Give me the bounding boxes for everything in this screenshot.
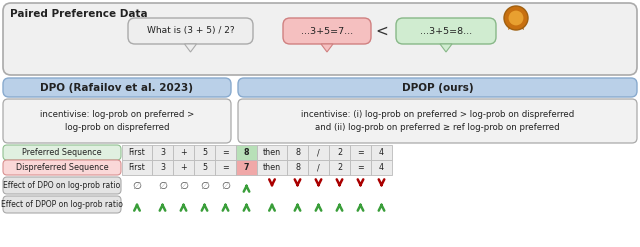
Text: Dispreferred Sequence: Dispreferred Sequence — [16, 163, 108, 172]
Bar — [173, 160, 194, 175]
Bar — [215, 145, 236, 160]
Text: First: First — [129, 163, 145, 172]
Text: Paired Preference Data: Paired Preference Data — [10, 9, 148, 19]
FancyBboxPatch shape — [3, 196, 121, 213]
Text: 8: 8 — [244, 148, 250, 157]
FancyBboxPatch shape — [238, 99, 637, 143]
FancyBboxPatch shape — [238, 78, 637, 97]
Bar — [173, 145, 194, 160]
Text: Effect of DPOP on log-prob ratio: Effect of DPOP on log-prob ratio — [1, 200, 123, 209]
Text: 8: 8 — [295, 163, 300, 172]
Text: What is (3 + 5) / 2?: What is (3 + 5) / 2? — [147, 26, 234, 36]
Text: =: = — [357, 163, 364, 172]
FancyBboxPatch shape — [3, 78, 231, 97]
Bar — [308, 160, 329, 175]
Text: +: + — [180, 163, 187, 172]
Bar — [122, 145, 152, 160]
FancyBboxPatch shape — [3, 145, 121, 160]
FancyBboxPatch shape — [3, 3, 637, 75]
FancyBboxPatch shape — [396, 18, 496, 44]
Text: ∅: ∅ — [132, 181, 141, 190]
Text: ∅: ∅ — [158, 181, 167, 190]
Polygon shape — [517, 18, 524, 30]
Bar — [194, 145, 215, 160]
Text: <: < — [376, 23, 388, 39]
Bar — [371, 145, 392, 160]
Bar — [287, 160, 308, 175]
Text: First: First — [129, 148, 145, 157]
Polygon shape — [321, 44, 333, 52]
Text: then: then — [263, 148, 281, 157]
Bar — [236, 145, 257, 160]
Bar — [350, 145, 371, 160]
Text: 5: 5 — [202, 163, 207, 172]
Text: /: / — [317, 163, 320, 172]
FancyBboxPatch shape — [3, 177, 121, 194]
Text: 3: 3 — [160, 148, 165, 157]
Circle shape — [504, 6, 528, 30]
Circle shape — [508, 10, 524, 26]
Bar — [257, 160, 287, 175]
Text: DPO (Rafailov et al. 2023): DPO (Rafailov et al. 2023) — [40, 82, 193, 92]
Text: 2: 2 — [337, 148, 342, 157]
Text: ∅: ∅ — [200, 181, 209, 190]
Text: Preferred Sequence: Preferred Sequence — [22, 148, 102, 157]
Bar — [122, 160, 152, 175]
FancyBboxPatch shape — [3, 160, 121, 175]
Bar — [257, 145, 287, 160]
Bar — [194, 160, 215, 175]
Text: 8: 8 — [295, 148, 300, 157]
Polygon shape — [508, 18, 515, 30]
Text: /: / — [317, 148, 320, 157]
Bar — [287, 145, 308, 160]
Text: incentivise: log-prob on preferred >
log-prob on dispreferred: incentivise: log-prob on preferred > log… — [40, 110, 194, 132]
Text: incentivise: (i) log-prob on preferred > log-prob on dispreferred
and (ii) log-p: incentivise: (i) log-prob on preferred >… — [301, 110, 574, 132]
Text: 4: 4 — [379, 163, 384, 172]
Text: 3: 3 — [160, 163, 165, 172]
FancyBboxPatch shape — [128, 18, 253, 44]
Text: then: then — [263, 163, 281, 172]
Text: 5: 5 — [202, 148, 207, 157]
Bar — [308, 145, 329, 160]
Bar — [350, 160, 371, 175]
Text: ∅: ∅ — [179, 181, 188, 190]
Text: =: = — [222, 163, 229, 172]
Bar — [215, 160, 236, 175]
Polygon shape — [184, 44, 196, 52]
Polygon shape — [440, 44, 452, 52]
Bar — [152, 160, 173, 175]
Text: ∅: ∅ — [221, 181, 230, 190]
Text: =: = — [357, 148, 364, 157]
Text: 7: 7 — [244, 163, 249, 172]
Bar — [152, 145, 173, 160]
Bar — [329, 145, 350, 160]
Text: Effect of DPO on log-prob ratio: Effect of DPO on log-prob ratio — [3, 181, 120, 190]
Bar — [371, 160, 392, 175]
Text: 2: 2 — [337, 163, 342, 172]
Text: 4: 4 — [379, 148, 384, 157]
Bar — [329, 160, 350, 175]
FancyBboxPatch shape — [283, 18, 371, 44]
Text: DPOP (ours): DPOP (ours) — [402, 82, 474, 92]
Text: =: = — [222, 148, 229, 157]
FancyBboxPatch shape — [3, 99, 231, 143]
Text: +: + — [180, 148, 187, 157]
Text: ...3+5=8...: ...3+5=8... — [420, 26, 472, 36]
Text: ...3+5=7...: ...3+5=7... — [301, 26, 353, 36]
Bar — [236, 160, 257, 175]
